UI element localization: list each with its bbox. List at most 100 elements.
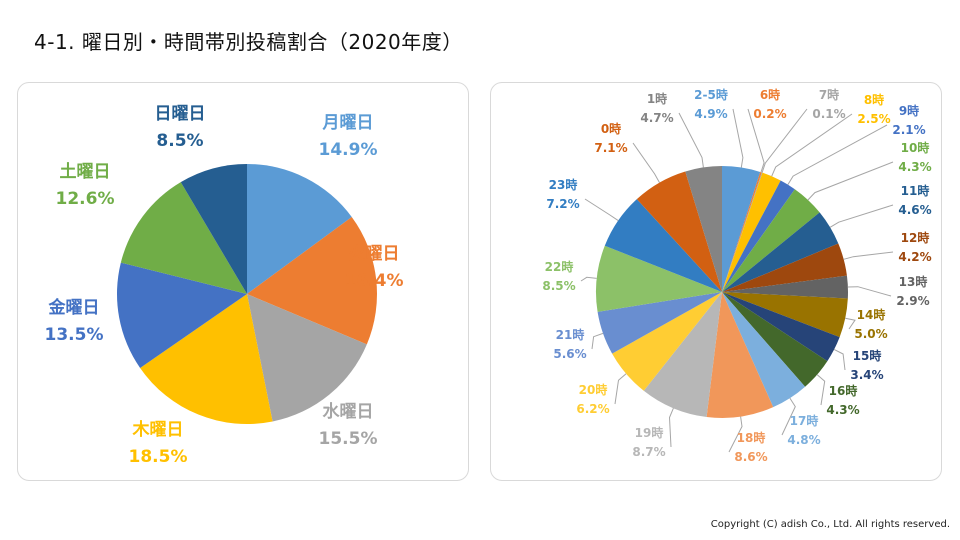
weekday-label-1: 火曜日 xyxy=(349,244,400,264)
hour-value-11: 4.3% xyxy=(826,403,859,417)
hour-label-18: 23時 xyxy=(549,177,578,192)
hour-label-6: 11時 xyxy=(901,183,930,198)
hour-value-3: 2.5% xyxy=(857,112,890,126)
hour-label-4: 9時 xyxy=(899,103,919,118)
pie-slice-1-6 xyxy=(722,212,839,292)
weekday-value-5: 12.6% xyxy=(56,189,115,209)
hour-label-9: 14時 xyxy=(857,307,886,322)
pie-slice-0-4 xyxy=(116,262,248,368)
pie-slice-1-19 xyxy=(636,171,722,292)
pie-slice-0-0 xyxy=(247,164,352,294)
leader-line-11 xyxy=(816,374,826,406)
pie-slice-1-7 xyxy=(722,243,847,292)
weekday-value-3: 18.5% xyxy=(129,447,188,467)
hour-value-19: 7.1% xyxy=(594,141,627,155)
hour-value-5: 4.3% xyxy=(898,160,931,174)
hour-label-2: 7時 xyxy=(819,87,839,102)
hourly-pie-chart: 2-5時 4.9% 6時 0.2% 7時 0.1% 8時 2.5% 9時 2.1% 10時 4.3% 1… xyxy=(542,87,931,464)
leader-lines xyxy=(580,108,894,453)
hour-label-19: 0時 xyxy=(601,121,621,136)
weekday-value-4: 13.5% xyxy=(45,325,104,345)
hour-value-0: 4.9% xyxy=(694,107,727,121)
pie-slice-1-12 xyxy=(722,292,806,408)
hour-label-10: 15時 xyxy=(853,348,882,363)
pie-slice-0-3 xyxy=(140,294,273,425)
hour-value-13: 8.6% xyxy=(734,450,767,464)
weekday-value-2: 15.5% xyxy=(319,429,378,449)
pie-slice-1-11 xyxy=(722,292,828,387)
pie-slice-1-18 xyxy=(604,199,722,292)
leader-line-1 xyxy=(747,108,765,173)
hourly-chart-panel: 2-5時 4.9% 6時 0.2% 7時 0.1% 8時 2.5% 9時 2.1% 10時 4.3% 1… xyxy=(490,82,942,481)
hour-value-7: 4.2% xyxy=(898,250,931,264)
leader-line-15 xyxy=(614,373,627,405)
hour-value-16: 5.6% xyxy=(553,347,586,361)
leader-line-4 xyxy=(787,124,888,185)
leader-line-6 xyxy=(829,204,894,228)
page-title: 4-1. 曜日別・時間帯別投稿割合（2020年度） xyxy=(34,30,463,54)
pie-slice-0-5 xyxy=(120,182,247,294)
leader-line-16 xyxy=(591,332,604,350)
pie-slices xyxy=(116,164,377,425)
hour-label-13: 18時 xyxy=(737,430,766,445)
pie-slice-1-20 xyxy=(685,166,722,292)
weekday-value-1: 16.4% xyxy=(345,271,404,291)
leader-line-8 xyxy=(847,286,892,297)
pie-slice-1-4 xyxy=(722,180,795,292)
hour-label-14: 19時 xyxy=(635,425,664,440)
pie-slice-1-16 xyxy=(597,292,722,354)
weekday-label-2: 水曜日 xyxy=(323,401,374,422)
hour-value-9: 5.0% xyxy=(854,327,887,341)
pie-slice-1-3 xyxy=(722,172,781,292)
pie-slice-1-17 xyxy=(596,245,722,312)
pie-slice-1-8 xyxy=(722,275,848,299)
hour-value-6: 4.6% xyxy=(898,203,931,217)
hour-label-15: 20時 xyxy=(579,382,608,397)
hour-label-11: 16時 xyxy=(829,383,858,398)
pie-slice-1-5 xyxy=(722,189,820,292)
pie-slice-1-10 xyxy=(722,292,840,362)
weekday-label-3: 木曜日 xyxy=(132,419,184,440)
weekday-label-5: 土曜日 xyxy=(60,161,111,182)
hour-label-0: 2-5時 xyxy=(694,87,728,102)
weekday-chart-panel: 月曜日 14.9% 火曜日 16.4% 水曜日 15.5% 木曜日 18.5% 金曜日 13.5%… xyxy=(17,82,469,481)
pie-slice-1-1 xyxy=(722,171,762,292)
hour-value-20: 4.7% xyxy=(640,111,673,125)
leader-line-18 xyxy=(584,198,619,222)
leader-line-0 xyxy=(732,108,744,168)
pie-slice-1-9 xyxy=(722,292,848,338)
hour-value-1: 0.2% xyxy=(753,107,786,121)
leader-line-19 xyxy=(632,142,660,183)
leader-line-5 xyxy=(807,161,894,201)
weekday-pie-chart: 月曜日 14.9% 火曜日 16.4% 水曜日 15.5% 木曜日 18.5% 金曜日 13.5%… xyxy=(45,104,404,467)
pie-slice-1-14 xyxy=(643,292,722,418)
leader-line-9 xyxy=(845,317,856,330)
hour-label-5: 10時 xyxy=(901,140,930,155)
leader-line-2 xyxy=(761,108,808,173)
hour-value-4: 2.1% xyxy=(892,123,925,137)
pie-slice-1-0 xyxy=(722,166,761,292)
pie-slice-1-15 xyxy=(612,292,722,391)
leader-line-7 xyxy=(843,251,894,260)
hour-label-7: 12時 xyxy=(901,230,930,245)
hour-value-8: 2.9% xyxy=(896,294,929,308)
leader-line-10 xyxy=(833,348,846,371)
leader-line-14 xyxy=(668,408,674,448)
hour-label-12: 17時 xyxy=(790,413,819,428)
pie-slice-1-13 xyxy=(706,292,774,418)
weekday-label-6: 日曜日 xyxy=(155,104,206,124)
leader-line-3 xyxy=(771,113,853,177)
pie-slices xyxy=(596,166,848,418)
hour-value-10: 3.4% xyxy=(850,368,883,382)
hour-value-2: 0.1% xyxy=(812,107,845,121)
pie-slice-1-2 xyxy=(722,172,763,292)
hour-label-17: 22時 xyxy=(545,259,574,274)
hour-label-8: 13時 xyxy=(899,274,928,289)
hour-value-17: 8.5% xyxy=(542,279,575,293)
pie-slice-0-2 xyxy=(247,294,367,422)
leader-line-13 xyxy=(728,416,743,453)
hour-label-3: 8時 xyxy=(864,92,884,107)
weekday-value-6: 8.5% xyxy=(156,131,203,151)
weekday-value-0: 14.9% xyxy=(319,140,378,160)
leader-line-17 xyxy=(580,276,597,282)
